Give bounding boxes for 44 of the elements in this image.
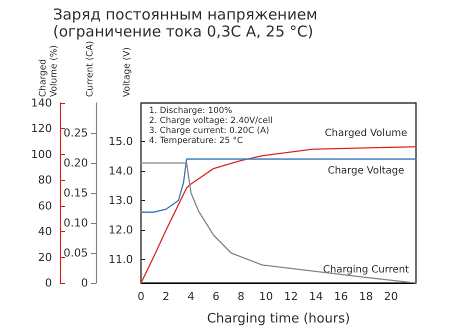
y3-tick-label: 40 (38, 225, 52, 238)
y2-tick-label: 0.05 (64, 246, 88, 260)
y2-tick-label: 0.20 (64, 156, 88, 170)
y2-tick-label: 0.15 (64, 186, 88, 200)
y3-tick-label: 140 (31, 96, 52, 110)
y3-tick-label: 60 (38, 199, 52, 212)
y-tick-label: 12.0 (108, 223, 133, 236)
chart-subtitle: (ограничение тока 0,3C A, 25 °C) (53, 22, 314, 40)
x-tick-label: 20 (384, 290, 398, 303)
x-tick-label: 6 (212, 290, 220, 303)
x-tick-label: 12 (284, 290, 298, 303)
line-series (140, 158, 417, 213)
annotation: 4. Temperature: 25 °C (149, 136, 243, 146)
x-tick-label: 2 (162, 290, 170, 303)
x-tick-label: 4 (188, 290, 194, 303)
y-axis-title: Voltage (V) (122, 47, 132, 97)
annotation: 1. Discharge: 100% (149, 106, 232, 116)
y-tick-label: 14.0 (108, 164, 133, 178)
annotation: 3. Charge current: 0.20C (A) (149, 126, 270, 136)
series-label: Charging Current (323, 264, 410, 276)
chart-title: Заряд постоянным напряжением (53, 6, 318, 24)
x-axis-title: Charging time (hours) (206, 312, 350, 326)
series-label: Charge Voltage (328, 166, 404, 177)
x-tick-label: 8 (238, 290, 244, 303)
y2-tick-label: 0.10 (64, 216, 88, 230)
x-tick-label: 0 (138, 290, 144, 303)
annotation: 2. Charge voltage: 2.40V/cell (149, 116, 273, 126)
y-tick-label: 13.0 (108, 194, 133, 207)
y3-tick-label: 120 (31, 122, 52, 136)
y3-tick-label: 0 (45, 276, 52, 290)
y3-tick-label: 100 (31, 148, 52, 161)
y2-tick-label: 0 (81, 276, 88, 290)
x-tick-label: 10 (259, 290, 273, 303)
y-tick-label: 15.0 (108, 134, 133, 148)
y3-axis-title: Charged Volume (%) (38, 45, 60, 97)
x-tick-label: 18 (359, 290, 373, 303)
y2-tick-label: 0.25 (64, 126, 88, 140)
y3-tick-label: 80 (38, 174, 52, 187)
x-tick-label: 14 (309, 290, 323, 303)
y3-tick-label: 20 (38, 250, 52, 264)
y2-axis-title: Current (CA) (86, 40, 96, 97)
y-tick-label: 11.0 (108, 252, 133, 266)
x-tick-label: 16 (334, 290, 348, 303)
series-label: Charged Volume (324, 128, 408, 140)
